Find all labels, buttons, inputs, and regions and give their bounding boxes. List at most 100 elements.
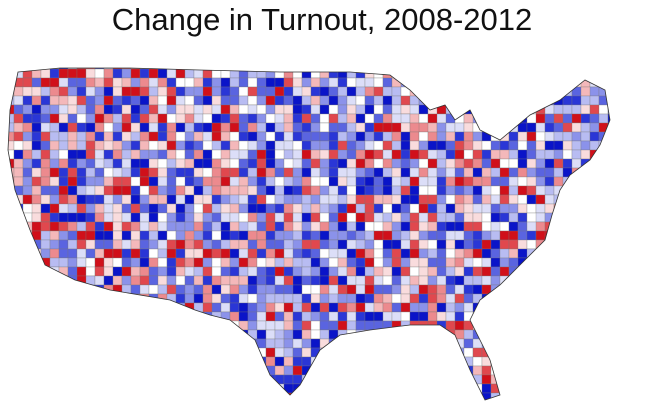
county [409, 257, 420, 268]
county [157, 320, 168, 331]
county [40, 86, 51, 97]
county [589, 68, 600, 70]
county [607, 86, 610, 97]
county [472, 140, 483, 151]
county [490, 77, 501, 88]
county [517, 149, 528, 160]
county [229, 248, 240, 259]
county [49, 77, 60, 88]
county [355, 284, 366, 295]
county [544, 383, 564, 394]
county [247, 212, 258, 223]
county [562, 194, 573, 205]
county [535, 266, 546, 277]
county [148, 212, 159, 223]
county [436, 77, 447, 88]
county [364, 248, 375, 259]
county [166, 131, 177, 142]
county [562, 68, 573, 79]
county [400, 284, 411, 295]
county [445, 365, 465, 376]
county [94, 320, 105, 331]
county [85, 104, 96, 115]
county [436, 302, 447, 313]
county [121, 275, 132, 286]
county [400, 248, 411, 259]
county [292, 356, 303, 367]
county [220, 293, 231, 304]
county [265, 248, 276, 259]
county [85, 383, 96, 394]
county [8, 311, 15, 322]
county [553, 284, 573, 295]
county [607, 167, 610, 178]
county [571, 185, 591, 196]
county [184, 266, 195, 277]
county [247, 203, 258, 214]
county [364, 194, 375, 205]
county [364, 176, 375, 187]
county [40, 275, 51, 286]
county [238, 365, 258, 376]
county [490, 320, 501, 331]
county [256, 86, 267, 97]
county [139, 266, 150, 277]
county [382, 284, 393, 295]
county [301, 158, 312, 169]
county [508, 248, 519, 259]
county [562, 149, 573, 160]
county [382, 68, 393, 79]
county [328, 302, 339, 313]
county [139, 149, 150, 160]
county [400, 113, 411, 124]
county [427, 239, 438, 250]
county [382, 95, 393, 106]
county [535, 347, 546, 358]
county [220, 257, 231, 268]
county [67, 347, 78, 358]
county [130, 203, 141, 214]
county [382, 383, 393, 394]
county [31, 338, 42, 349]
county [139, 95, 150, 106]
county [166, 77, 177, 88]
county [598, 248, 610, 259]
county [31, 257, 42, 268]
county [40, 338, 51, 349]
county [553, 266, 564, 277]
county [265, 131, 276, 142]
county [193, 194, 204, 205]
county [373, 68, 393, 70]
county [22, 356, 33, 367]
county [517, 311, 528, 322]
county [535, 77, 546, 88]
county [319, 95, 330, 106]
county [301, 113, 312, 124]
county [157, 68, 168, 70]
county [500, 402, 509, 407]
county [580, 311, 591, 322]
county [31, 275, 51, 286]
county [229, 392, 249, 400]
county [571, 149, 582, 160]
county [400, 293, 411, 304]
county [346, 257, 357, 268]
county [409, 392, 429, 400]
county [238, 113, 249, 124]
county [13, 383, 24, 394]
county [247, 167, 258, 178]
county [490, 230, 501, 241]
county [58, 356, 69, 367]
county [22, 392, 33, 400]
county [472, 131, 483, 142]
county [499, 86, 510, 97]
county [562, 104, 573, 115]
county [499, 329, 519, 340]
county [13, 104, 24, 115]
county [166, 212, 177, 223]
county [562, 158, 573, 169]
county [346, 248, 357, 259]
county [355, 176, 366, 187]
county [400, 230, 411, 241]
county [454, 338, 465, 349]
